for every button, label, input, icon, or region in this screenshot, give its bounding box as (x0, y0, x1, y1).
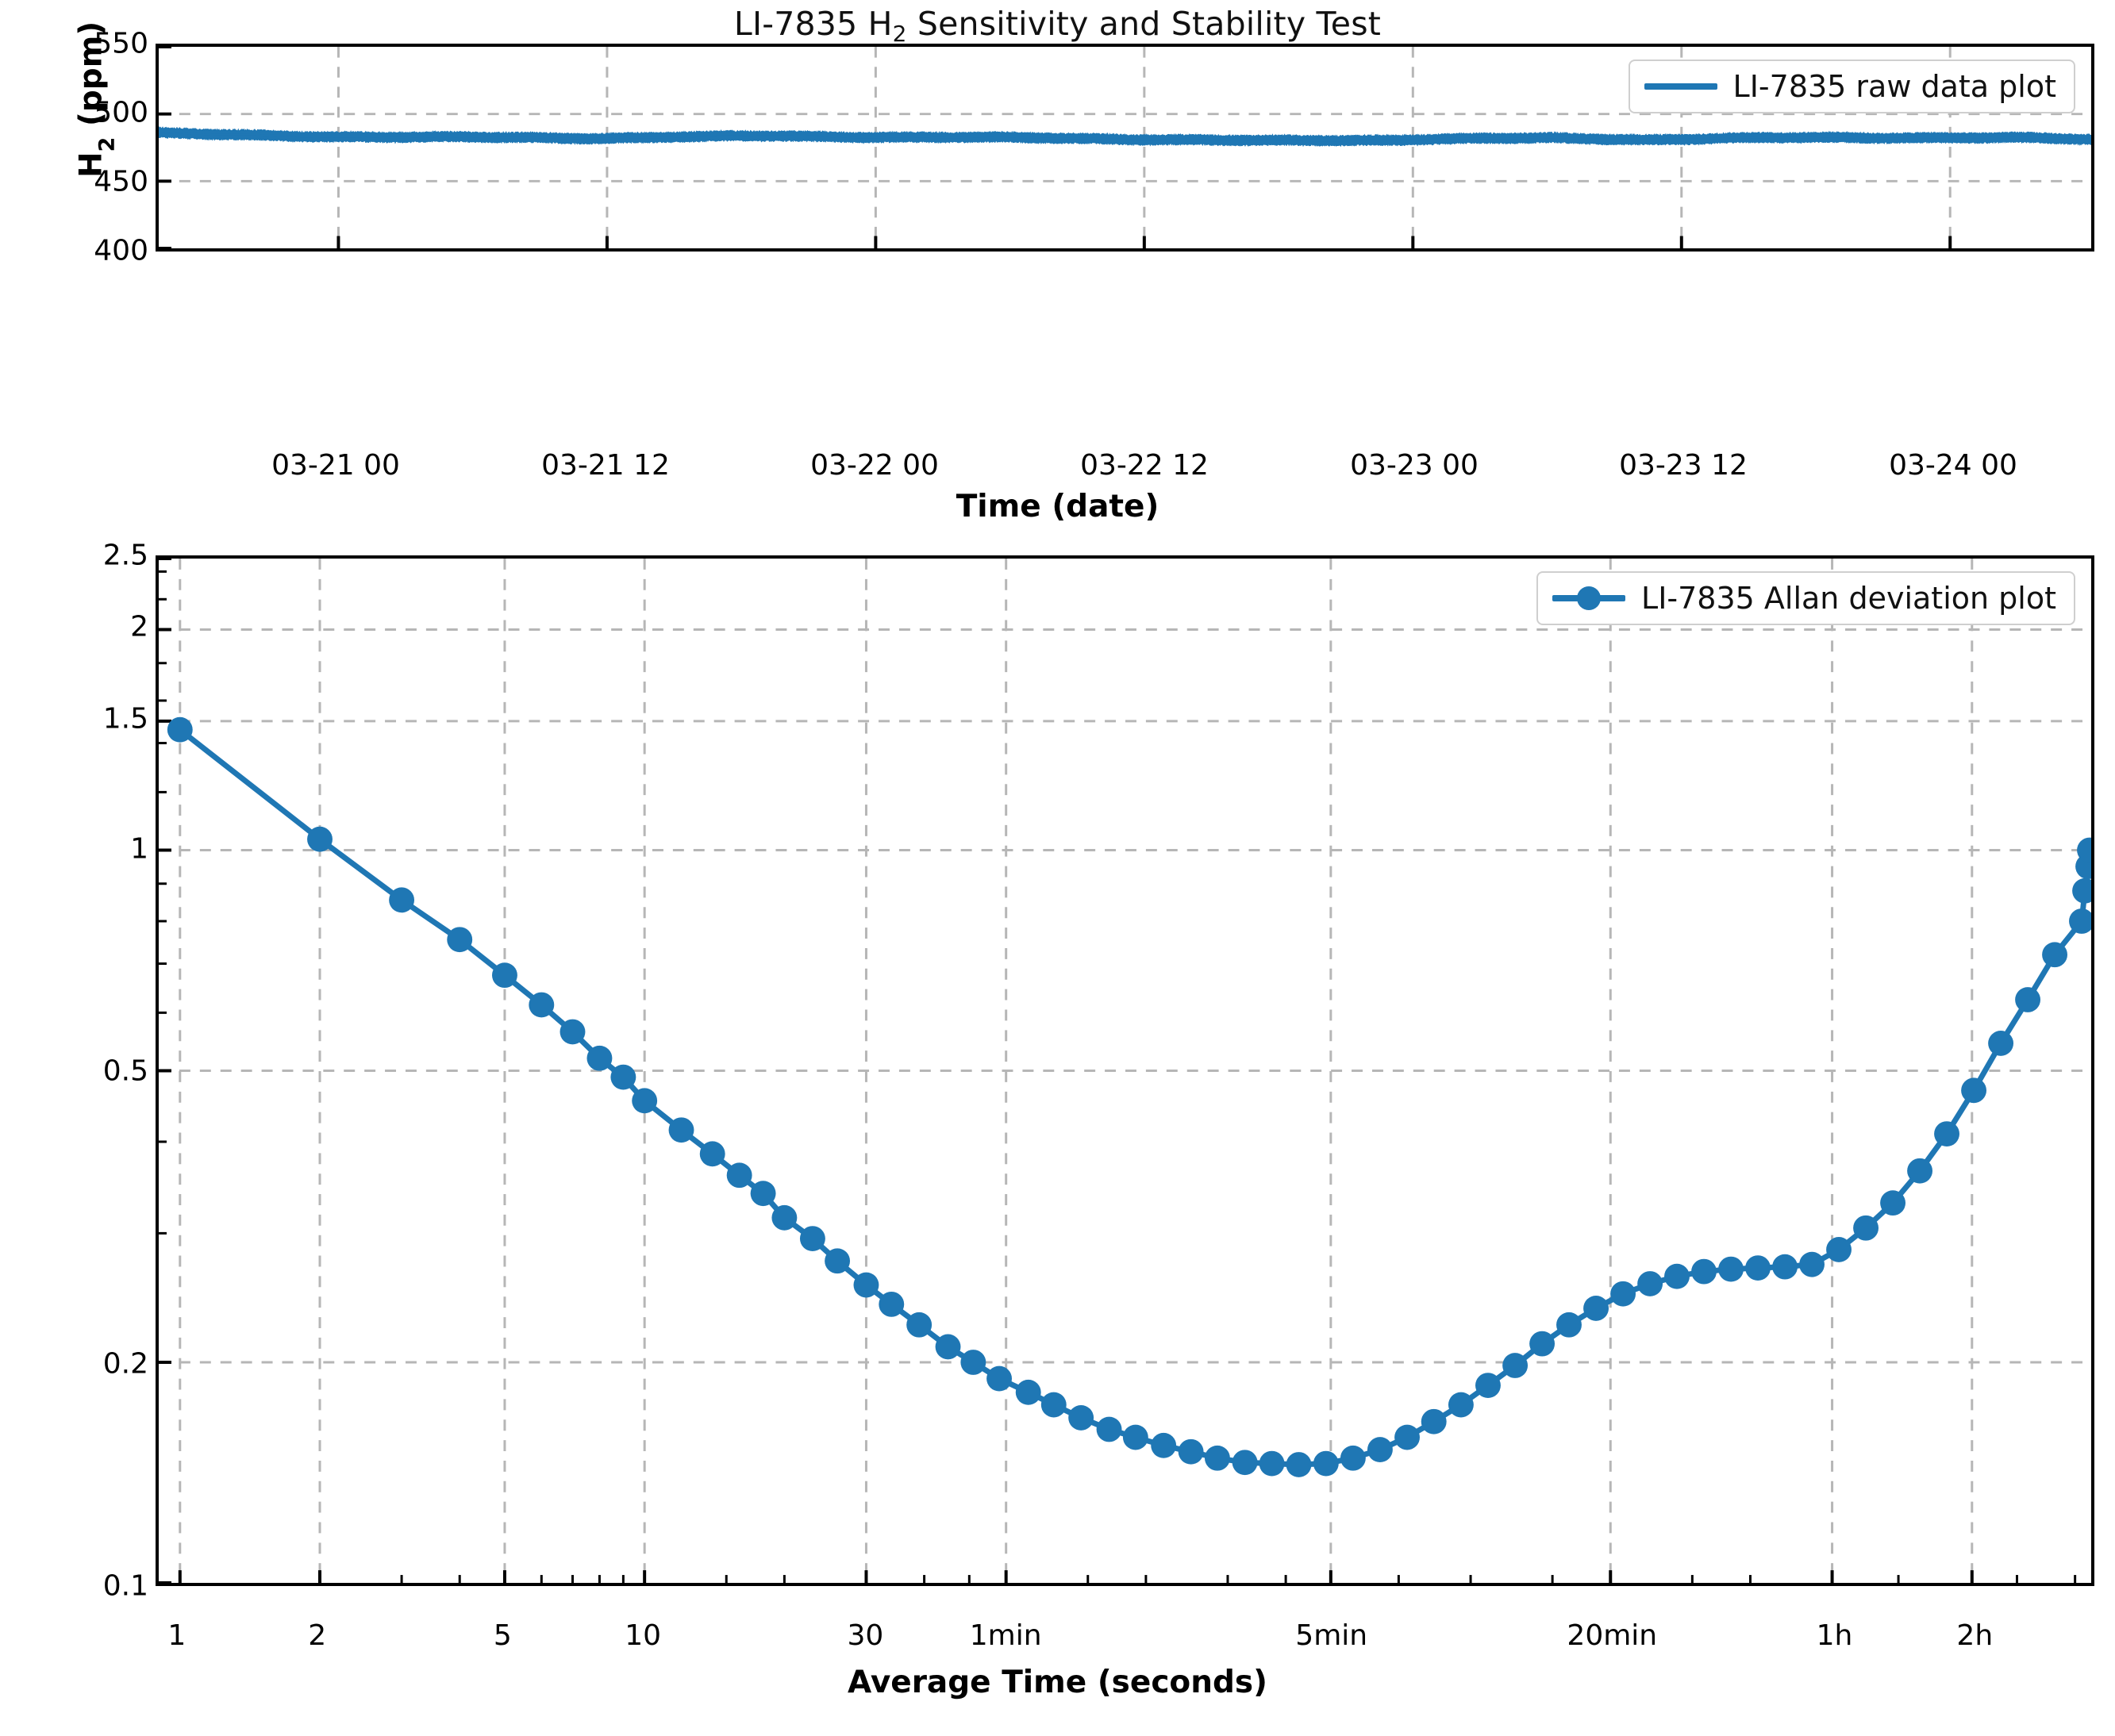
xtick-allan-5min: 5min (1295, 1619, 1368, 1652)
xtick-top-4: 03-23 00 (1350, 449, 1479, 482)
xtick-top-6: 03-24 00 (1889, 449, 2017, 482)
xtick-top-3: 03-22 12 (1080, 449, 1209, 482)
xtick-allan-5: 5 (493, 1619, 512, 1652)
ytick-allan-0p1: 0.1 (102, 1569, 148, 1603)
legend-line-swatch-allan (1552, 586, 1626, 610)
ytick-top-500: 500 (94, 96, 148, 129)
figure-title-subscript: 2 (892, 21, 907, 47)
legend-marker-dot (1577, 586, 1602, 610)
figure-title: LI-7835 H2 Sensitivity and Stability Tes… (0, 5, 2115, 47)
ytick-top-550: 550 (94, 27, 148, 60)
xtick-top-0: 03-21 00 (271, 449, 400, 482)
raw-data-ylabel: H2 (ppm) (73, 0, 120, 202)
xtick-allan-1: 1 (167, 1619, 187, 1652)
legend-label-raw: LI-7835 raw data plot (1732, 69, 2056, 104)
allan-deviation-xlabel: Average Time (seconds) (848, 1665, 1267, 1700)
xtick-allan-10: 10 (625, 1619, 662, 1652)
figure-title-part1: LI-7835 H (733, 5, 893, 43)
allan-deviation-plot-area (159, 559, 2091, 1583)
xtick-allan-2h: 2h (1956, 1619, 1994, 1652)
ytick-allan-1: 1 (130, 832, 148, 866)
xtick-allan-2: 2 (308, 1619, 327, 1652)
ylabel-top-unit: (ppm) (73, 21, 110, 137)
ylabel-top-h: H (73, 152, 110, 178)
ytick-allan-1p5: 1.5 (102, 702, 148, 735)
allan-deviation-axes: LI-7835 Allan deviation plot (156, 555, 2094, 1586)
xtick-top-1: 03-21 12 (541, 449, 670, 482)
xtick-top-2: 03-22 00 (810, 449, 939, 482)
legend-label-allan: LI-7835 Allan deviation plot (1641, 581, 2056, 616)
raw-data-legend[interactable]: LI-7835 raw data plot (1628, 60, 2075, 113)
raw-data-axes: LI-7835 raw data plot (156, 44, 2094, 252)
ytick-top-400: 400 (94, 234, 148, 267)
raw-data-xlabel: Time (date) (956, 489, 1159, 524)
ylabel-top-sub: 2 (94, 136, 120, 152)
xtick-allan-1min: 1min (969, 1619, 1042, 1652)
xtick-allan-30: 30 (847, 1619, 884, 1652)
ytick-allan-0p5: 0.5 (102, 1054, 148, 1087)
xtick-allan-1h: 1h (1816, 1619, 1853, 1652)
ytick-top-450: 450 (94, 165, 148, 198)
allan-deviation-legend[interactable]: LI-7835 Allan deviation plot (1536, 571, 2075, 625)
raw-data-plot-area (159, 47, 2091, 248)
ytick-allan-2p5: 2.5 (102, 539, 148, 572)
ytick-allan-0p2: 0.2 (102, 1347, 148, 1381)
legend-line-swatch (1644, 83, 1717, 90)
xtick-top-5: 03-23 12 (1619, 449, 1748, 482)
xtick-allan-20min: 20min (1567, 1619, 1658, 1652)
ytick-allan-2: 2 (130, 610, 148, 643)
figure-title-part2: Sensitivity and Stability Test (906, 5, 1382, 43)
